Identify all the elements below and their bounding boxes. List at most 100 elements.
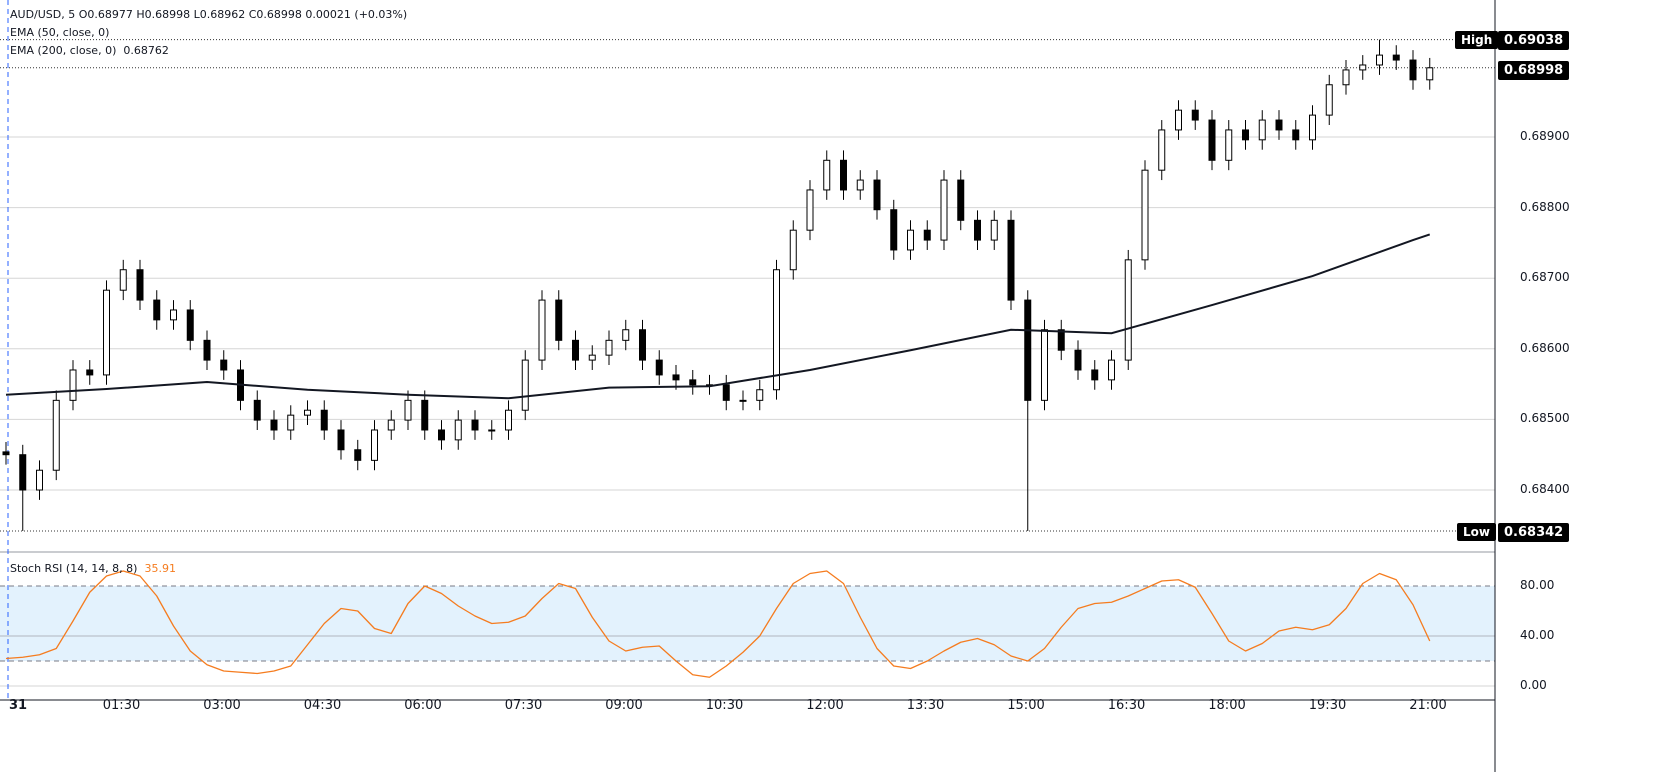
candle-body xyxy=(2,451,10,456)
candle-body xyxy=(1175,109,1182,131)
candle-body xyxy=(655,359,663,376)
candle-body xyxy=(404,399,412,421)
candle-body xyxy=(270,419,278,431)
candle-body xyxy=(840,159,847,191)
candle-body xyxy=(672,374,680,381)
stoch-tick-label: 80.00 xyxy=(1520,578,1555,592)
candle-body xyxy=(572,339,579,361)
stoch-tick-label: 40.00 xyxy=(1520,628,1555,642)
time-tick-label: 09:00 xyxy=(605,698,643,713)
ema200-value: 0.68762 xyxy=(123,44,169,57)
candle-body xyxy=(203,339,211,361)
ema50-legend[interactable]: EMA (50, close, 0) xyxy=(10,26,110,39)
time-tick-label: 18:00 xyxy=(1208,698,1246,713)
candle-body xyxy=(907,229,914,251)
candle-body xyxy=(1426,67,1434,81)
ema200-legend[interactable]: EMA (200, close, 0) 0.68762 xyxy=(10,44,169,57)
candle-body xyxy=(1091,369,1099,381)
time-tick-label: 31 xyxy=(8,698,28,713)
candle-body xyxy=(1024,299,1032,401)
candle-body xyxy=(1359,64,1367,71)
candle-body xyxy=(320,409,328,431)
time-tick-label: 03:00 xyxy=(203,698,241,713)
candle-body xyxy=(940,179,948,241)
candle-body xyxy=(421,399,429,431)
candle-body xyxy=(957,179,965,221)
candle-body xyxy=(521,359,529,411)
candle-body xyxy=(856,179,864,191)
candle-body xyxy=(1108,359,1115,381)
candle-body xyxy=(1041,329,1048,401)
candle-body xyxy=(1342,69,1350,86)
time-tick-label: 06:00 xyxy=(404,698,442,713)
time-tick-label: 21:00 xyxy=(1409,698,1447,713)
time-tick-label: 04:30 xyxy=(303,698,342,713)
candle-body xyxy=(52,399,60,471)
candle-body xyxy=(1392,54,1400,61)
candle-body xyxy=(588,354,596,361)
candle-body xyxy=(1191,109,1199,121)
ema200-line xyxy=(5,233,1431,400)
price-tick-label: 0.68700 xyxy=(1520,270,1570,285)
candle-body xyxy=(974,219,981,241)
candle-body xyxy=(1007,219,1015,301)
candle-body xyxy=(505,409,512,431)
candle-body xyxy=(773,269,780,391)
price-tick-label: 0.68600 xyxy=(1520,340,1570,355)
symbol-ohlc-legend: AUD/USD, 5 O0.68977 H0.68998 L0.68962 C0… xyxy=(10,8,408,21)
candle-body xyxy=(639,329,646,361)
candle-body xyxy=(253,399,261,421)
candle-body xyxy=(555,299,563,341)
candle-body xyxy=(1158,129,1166,171)
candle-body xyxy=(1124,259,1132,361)
candle-body xyxy=(86,369,94,376)
time-tick-label: 12:00 xyxy=(806,698,844,713)
high-tag: High xyxy=(1455,31,1499,49)
candle-body xyxy=(1242,129,1249,141)
stoch-rsi-line xyxy=(5,570,1431,678)
candle-body xyxy=(689,379,697,386)
candle-body xyxy=(1275,119,1283,131)
candle-body xyxy=(890,209,898,251)
candle-body xyxy=(1325,84,1333,116)
candle-body xyxy=(923,229,931,241)
candle-body xyxy=(170,309,177,321)
candle-body xyxy=(722,384,730,401)
candle-body xyxy=(789,229,797,271)
candle-body xyxy=(806,189,814,231)
time-tick-label: 13:30 xyxy=(906,698,945,713)
candle-body xyxy=(337,429,345,451)
candle-body xyxy=(103,289,110,376)
time-tick-label: 07:30 xyxy=(504,698,543,713)
time-tick-label: 01:30 xyxy=(102,698,141,713)
current-price-tag: 0.68998 xyxy=(1498,61,1570,80)
candle-body xyxy=(756,389,764,401)
candle-body xyxy=(471,419,479,431)
low-value-tag: 0.68342 xyxy=(1498,523,1570,542)
candle-body xyxy=(186,309,194,341)
candle-body xyxy=(538,299,546,361)
time-tick-label: 10:30 xyxy=(705,698,744,713)
candle-body xyxy=(287,414,295,431)
candle-body xyxy=(1292,129,1300,141)
stoch-rsi-legend[interactable]: Stoch RSI (14, 14, 8, 8) 35.91 xyxy=(10,562,176,575)
candle-body xyxy=(304,409,311,416)
candle-body xyxy=(36,469,43,491)
candle-body xyxy=(119,269,127,291)
candle-body xyxy=(990,219,998,241)
price-tick-label: 0.68900 xyxy=(1520,129,1570,143)
candle-body xyxy=(1208,119,1216,161)
time-tick-label: 19:30 xyxy=(1308,698,1347,713)
price-tick-label: 0.68800 xyxy=(1520,199,1570,214)
stoch-rsi-value: 35.91 xyxy=(144,562,176,575)
candle-body xyxy=(1376,54,1383,66)
candle-body xyxy=(1057,329,1065,351)
candle-body xyxy=(488,429,496,432)
candle-body xyxy=(136,269,144,301)
candle-body xyxy=(605,339,613,356)
price-tick-label: 0.68500 xyxy=(1520,411,1570,426)
candle-body xyxy=(438,429,445,441)
ema200-label: EMA (200, close, 0) xyxy=(10,44,117,57)
stoch-rsi-label: Stoch RSI (14, 14, 8, 8) xyxy=(10,562,138,575)
